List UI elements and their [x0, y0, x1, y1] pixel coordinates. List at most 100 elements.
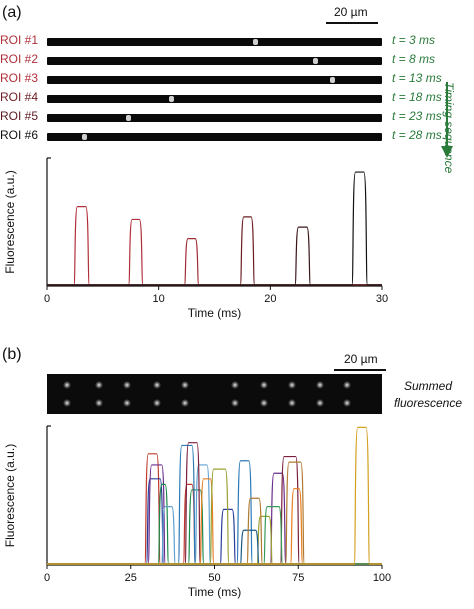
bead-spot	[181, 381, 189, 389]
scale-bar-b-label: 20 µm	[344, 352, 378, 366]
bead-spot	[288, 381, 296, 389]
roi-time-label: t = 28 ms	[392, 128, 442, 142]
series-line	[47, 515, 382, 565]
series-line	[47, 506, 382, 565]
roi-label: ROI #3	[0, 71, 39, 85]
bead-spot	[95, 399, 103, 407]
roi-strip	[47, 57, 382, 65]
scale-bar-a-label: 20 µm	[334, 5, 368, 19]
series-line	[47, 487, 382, 565]
x-tick-label: 20	[264, 293, 276, 305]
roi-strip	[47, 76, 382, 84]
roi-time-label: t = 13 ms	[392, 71, 442, 85]
roi-label: ROI #1	[0, 33, 39, 47]
series-line	[47, 468, 382, 565]
series-line	[47, 472, 382, 565]
roi-time-label: t = 3 ms	[392, 33, 436, 47]
roi-spot	[125, 115, 131, 121]
series-line	[47, 483, 382, 565]
series-line	[47, 455, 382, 565]
bead-spot	[343, 399, 351, 407]
series-line	[47, 464, 382, 565]
roi-strip	[47, 114, 382, 122]
bead-spot	[231, 381, 239, 389]
y-axis-label: Fluorescence (a.u.)	[3, 170, 17, 273]
series-line	[47, 216, 382, 286]
x-tick-label: 0	[44, 572, 50, 584]
timing-arrow	[441, 82, 453, 158]
x-axis-label: Time (ms)	[188, 306, 242, 320]
x-tick-label: 10	[153, 293, 165, 305]
bead-spot	[181, 399, 189, 407]
series-line	[47, 226, 382, 286]
roi-label: ROI #2	[0, 52, 39, 66]
bead-spot	[231, 399, 239, 407]
x-tick-label: 50	[208, 572, 220, 584]
series-line	[47, 218, 382, 286]
series-line	[47, 444, 382, 565]
series-line	[47, 426, 382, 565]
roi-strip	[47, 38, 382, 46]
bead-spot	[260, 381, 268, 389]
series-line	[47, 529, 382, 565]
bead-spot	[153, 399, 161, 407]
bead-spot	[316, 381, 324, 389]
bead-spot	[63, 399, 71, 407]
roi-spot	[330, 77, 336, 83]
x-tick-label: 25	[125, 572, 137, 584]
series-line	[47, 453, 382, 565]
bead-spot	[153, 381, 161, 389]
bead-spot	[123, 381, 131, 389]
bead-spot	[95, 381, 103, 389]
series-line	[47, 506, 382, 565]
panel-b-label: (b)	[2, 346, 22, 363]
x-tick-label: 100	[373, 572, 391, 584]
roi-spot	[82, 134, 88, 140]
series-line	[47, 478, 382, 565]
roi-spot	[169, 96, 175, 102]
chart-b: 0 25 50 75 100 Time (ms) Fluorescence (a.u.)	[3, 425, 391, 599]
x-axis-label: Time (ms)	[188, 585, 242, 599]
roi-time-label: t = 23 ms	[392, 109, 442, 123]
bead-spot	[260, 399, 268, 407]
bead-image-background	[47, 374, 382, 414]
series-line	[47, 206, 382, 286]
scale-bar-a	[326, 22, 378, 24]
roi-label: ROI #6	[0, 128, 39, 142]
roi-strip	[47, 95, 382, 103]
bead-spot	[343, 381, 351, 389]
panel-a-label: (a)	[2, 4, 22, 21]
roi-strip	[47, 133, 382, 141]
x-tick-label: 30	[376, 293, 388, 305]
series-line	[47, 442, 382, 565]
series-line	[47, 460, 382, 565]
scale-bar-b	[334, 369, 386, 371]
roi-label: ROI #4	[0, 90, 39, 104]
x-tick-label: 0	[44, 293, 50, 305]
roi-label: ROI #5	[0, 109, 39, 123]
summed-label: Summed fluorescence	[383, 378, 473, 412]
roi-spot	[313, 58, 319, 64]
y-axis-label: Fluorescence (a.u.)	[3, 444, 17, 547]
series-line	[47, 497, 382, 565]
series-line	[47, 483, 382, 565]
series-line	[47, 489, 382, 565]
bead-spot	[123, 399, 131, 407]
series-line	[47, 508, 382, 565]
bead-spot	[288, 399, 296, 407]
bead-spot	[316, 399, 324, 407]
summed-label-line-2: fluorescence	[393, 396, 463, 410]
roi-time-label: t = 8 ms	[392, 52, 436, 66]
bead-spot	[63, 381, 71, 389]
x-tick-label: 75	[292, 572, 304, 584]
series-line	[47, 478, 382, 565]
roi-time-label: t = 18 ms	[392, 90, 442, 104]
roi-spot	[253, 39, 259, 45]
series-line	[47, 461, 382, 565]
summed-fluorescence-image	[47, 374, 382, 414]
summed-label-line-1: Summed	[403, 379, 453, 393]
series-line	[47, 238, 382, 286]
chart-a: 0 10 20 30 Time (ms) Fluorescence (a.u.)	[3, 157, 388, 320]
series-line	[47, 464, 382, 565]
series-line	[47, 171, 382, 286]
